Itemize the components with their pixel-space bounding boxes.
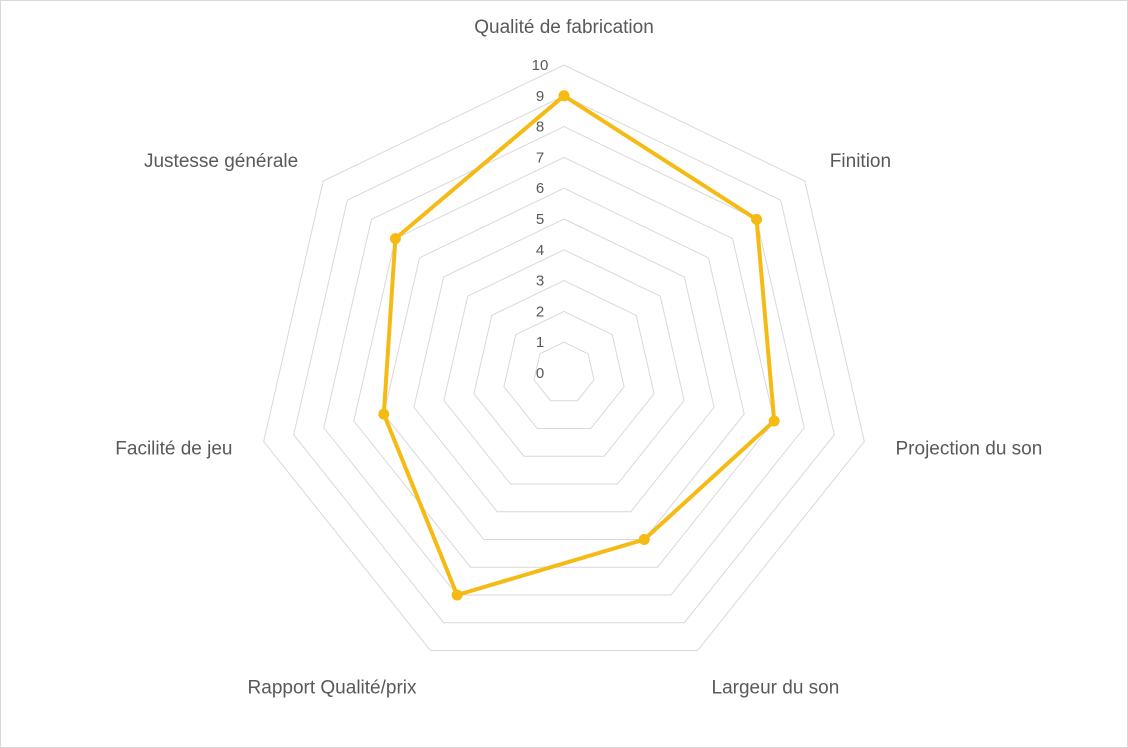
tick-label: 5 <box>536 211 544 228</box>
radar-grid <box>263 64 865 651</box>
tick-label: 0 <box>536 365 544 382</box>
grid-ring-9 <box>293 95 835 624</box>
category-label: Projection du son <box>896 439 1043 460</box>
tick-label: 7 <box>536 149 544 166</box>
tick-label: 4 <box>536 242 544 259</box>
tick-label: 1 <box>536 334 544 351</box>
grid-ring-10 <box>263 64 865 651</box>
grid-ring-5 <box>413 218 715 513</box>
grid-ring-3 <box>473 280 655 457</box>
data-point <box>389 233 401 245</box>
series-layer <box>378 90 780 601</box>
category-label: Rapport Qualité/prix <box>248 677 417 698</box>
grid-ring-6 <box>383 187 745 540</box>
category-label: Largeur du son <box>712 677 840 698</box>
category-label: Finition <box>830 151 891 172</box>
category-label: Qualité de fabrication <box>474 17 654 38</box>
category-label: Facilité de jeu <box>115 439 232 460</box>
data-point <box>751 213 763 225</box>
tick-label: 9 <box>536 88 544 105</box>
data-point <box>558 90 570 102</box>
data-point <box>378 408 390 420</box>
series-line <box>381 93 777 597</box>
radial-axis-ticks: 0 1 2 3 4 5 6 7 8 9 10 <box>532 57 549 382</box>
tick-label: 6 <box>536 180 544 197</box>
grid-ring-4 <box>443 249 685 485</box>
grid-ring-2 <box>503 310 625 429</box>
tick-label: 10 <box>532 57 549 74</box>
data-point <box>768 415 780 427</box>
tick-label: 3 <box>536 273 544 290</box>
data-point <box>451 589 463 601</box>
grid-ring-8 <box>323 126 805 596</box>
grid-ring-7 <box>353 156 775 568</box>
category-label: Justesse générale <box>144 151 298 172</box>
tick-label: 2 <box>536 303 544 320</box>
tick-label: 8 <box>536 119 544 136</box>
grid-ring-1 <box>533 341 595 402</box>
category-labels: Qualité de fabrication Finition Projection… <box>115 17 1042 698</box>
data-point <box>638 534 650 545</box>
